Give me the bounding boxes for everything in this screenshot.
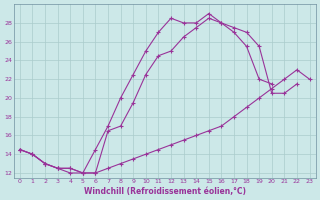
X-axis label: Windchill (Refroidissement éolien,°C): Windchill (Refroidissement éolien,°C) <box>84 187 246 196</box>
